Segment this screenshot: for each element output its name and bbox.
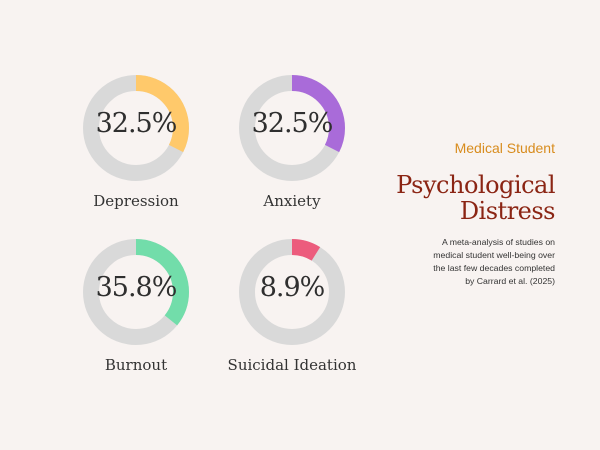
donut-chart-depression (83, 75, 189, 181)
donut-value-burnout: 35.8% (95, 272, 178, 303)
donut-label-suicidal-ideation: Suicidal Ideation (227, 356, 357, 374)
donut-arc-anxiety (239, 75, 345, 181)
donut-chart-suicidal-ideation (239, 239, 345, 345)
donut-depression: 32.5% Depression (51, 72, 221, 232)
donut-arc-burnout (83, 239, 189, 345)
panel-description-line-2: medical student well-being over (433, 250, 555, 260)
donut-value-depression: 32.5% (95, 108, 178, 139)
donut-label-anxiety: Anxiety (263, 192, 321, 210)
donut-label-burnout: Burnout (104, 356, 168, 374)
panel-description-line-4: by Carrard et al. (2025) (465, 276, 555, 286)
donut-arc-suicidal-ideation (239, 239, 345, 345)
panel-title-line-1: Psychological (396, 171, 555, 199)
panel-description-line-3: the last few decades completed (433, 263, 555, 273)
donut-value-suicidal-ideation: 8.9% (259, 272, 326, 303)
info-panel: Medical Student Psychological Distress A… (390, 140, 555, 288)
donut-chart-anxiety (239, 75, 345, 181)
panel-title-line-2: Distress (459, 197, 556, 225)
donut-suicidal-ideation: 8.9% Suicidal Ideation (207, 236, 377, 396)
panel-subtitle: Medical Student (454, 140, 555, 156)
donut-arc-depression (83, 75, 189, 181)
panel-description-line-1: A meta-analysis of studies on (442, 237, 555, 247)
donut-anxiety: 32.5% Anxiety (207, 72, 377, 232)
donut-label-depression: Depression (93, 192, 179, 210)
donut-chart-burnout (83, 239, 189, 345)
donut-value-anxiety: 32.5% (251, 108, 334, 139)
panel-title: Psychological Distress (390, 172, 555, 224)
donut-burnout: 35.8% Burnout (51, 236, 221, 396)
panel-description: A meta-analysis of studies on medical st… (390, 236, 555, 288)
